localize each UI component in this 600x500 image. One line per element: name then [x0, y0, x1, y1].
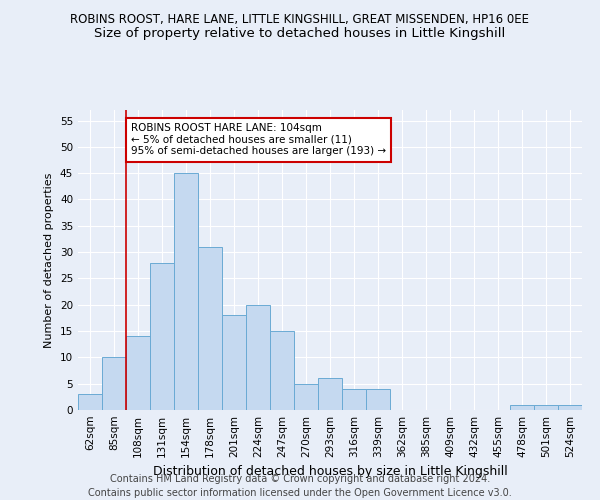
- Bar: [294, 384, 318, 410]
- Text: Size of property relative to detached houses in Little Kingshill: Size of property relative to detached ho…: [94, 28, 506, 40]
- Bar: [150, 262, 174, 410]
- Bar: [342, 389, 366, 410]
- Text: Contains HM Land Registry data © Crown copyright and database right 2024.
Contai: Contains HM Land Registry data © Crown c…: [88, 474, 512, 498]
- Bar: [534, 404, 558, 410]
- Y-axis label: Number of detached properties: Number of detached properties: [44, 172, 55, 348]
- Bar: [198, 247, 222, 410]
- Bar: [174, 173, 198, 410]
- Bar: [78, 394, 102, 410]
- Bar: [246, 304, 270, 410]
- Bar: [366, 389, 390, 410]
- Bar: [558, 404, 582, 410]
- Bar: [318, 378, 342, 410]
- Text: ROBINS ROOST, HARE LANE, LITTLE KINGSHILL, GREAT MISSENDEN, HP16 0EE: ROBINS ROOST, HARE LANE, LITTLE KINGSHIL…: [71, 12, 530, 26]
- Text: ROBINS ROOST HARE LANE: 104sqm
← 5% of detached houses are smaller (11)
95% of s: ROBINS ROOST HARE LANE: 104sqm ← 5% of d…: [131, 123, 386, 156]
- Bar: [270, 331, 294, 410]
- Bar: [510, 404, 534, 410]
- Bar: [222, 316, 246, 410]
- X-axis label: Distribution of detached houses by size in Little Kingshill: Distribution of detached houses by size …: [152, 466, 508, 478]
- Bar: [126, 336, 150, 410]
- Bar: [102, 358, 126, 410]
